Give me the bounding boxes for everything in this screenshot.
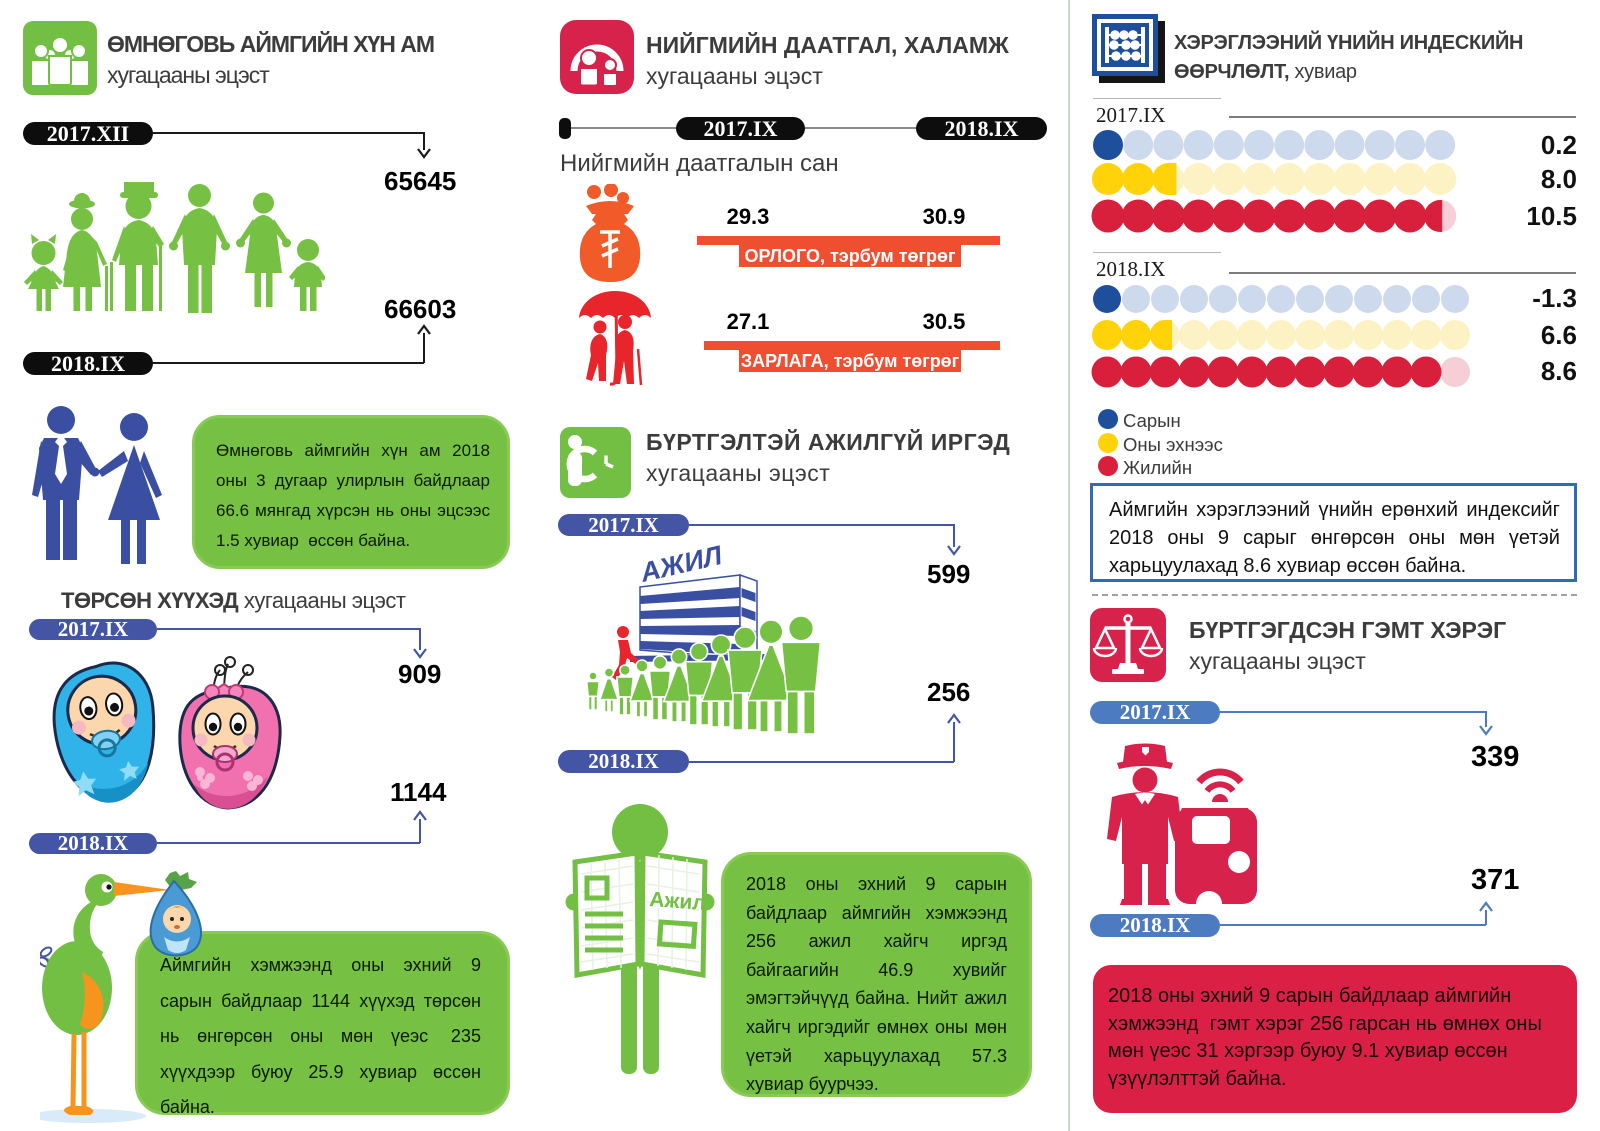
svg-text:Ажил: Ажил <box>649 888 707 915</box>
